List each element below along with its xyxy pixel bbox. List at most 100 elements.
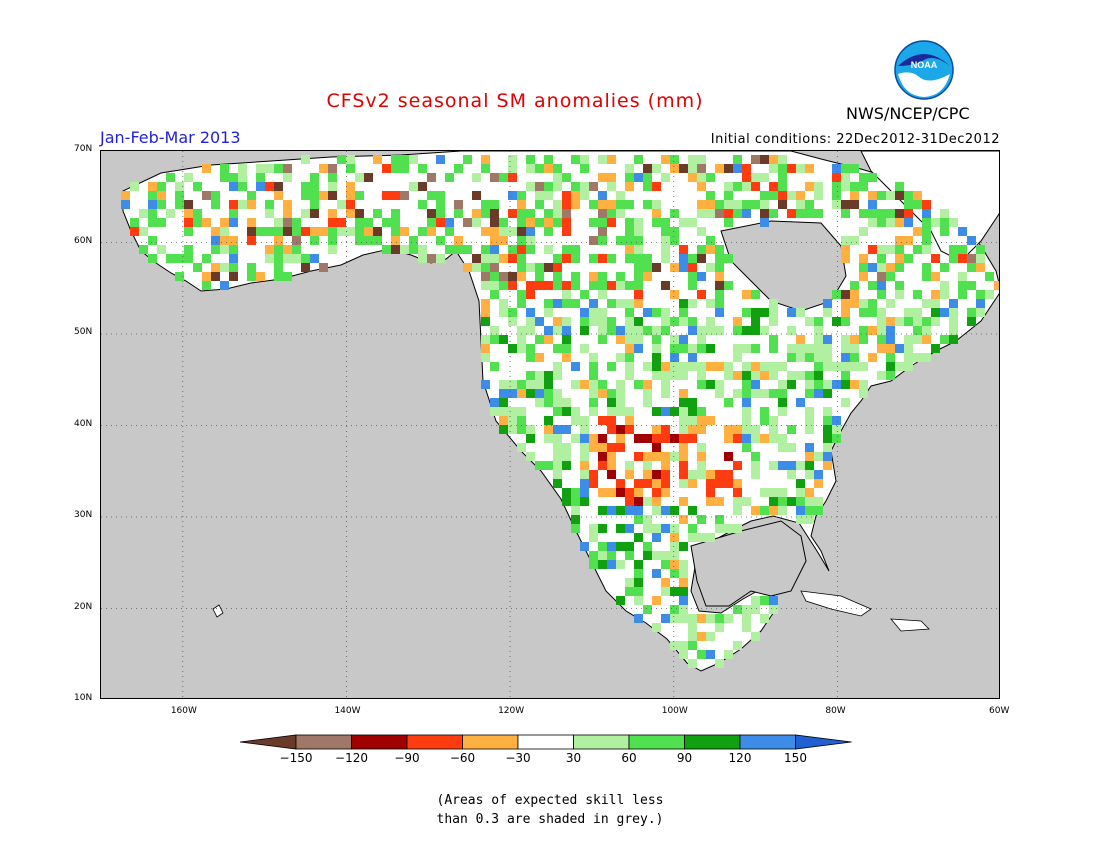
anomaly-cell [274, 164, 283, 173]
anomaly-cell [715, 470, 724, 479]
anomaly-cell [580, 326, 589, 335]
anomaly-cell [562, 218, 571, 227]
anomaly-cell [571, 407, 580, 416]
anomaly-cell [229, 218, 238, 227]
anomaly-cell [949, 317, 958, 326]
anomaly-cell [778, 434, 787, 443]
anomaly-cell [760, 218, 769, 227]
anomaly-cell [607, 155, 616, 164]
anomaly-cell [868, 308, 877, 317]
anomaly-cell [544, 308, 553, 317]
anomaly-cell [652, 470, 661, 479]
anomaly-cell [292, 236, 301, 245]
anomaly-cell [742, 407, 751, 416]
anomaly-cell [166, 209, 175, 218]
anomaly-cell [157, 245, 166, 254]
anomaly-cell [922, 353, 931, 362]
anomaly-cell [418, 245, 427, 254]
anomaly-cell [670, 227, 679, 236]
anomaly-cell [220, 236, 229, 245]
anomaly-cell [175, 200, 184, 209]
skill-note-line-2: than 0.3 are shaded in grey.) [436, 812, 664, 827]
anomaly-cell [805, 443, 814, 452]
anomaly-cell [670, 209, 679, 218]
anomaly-cell [364, 173, 373, 182]
anomaly-cell [706, 614, 715, 623]
anomaly-cell [679, 578, 688, 587]
anomaly-cell [418, 182, 427, 191]
anomaly-cell [472, 254, 481, 263]
anomaly-cell [949, 254, 958, 263]
anomaly-cell [211, 263, 220, 272]
anomaly-cell [598, 209, 607, 218]
anomaly-cell [949, 218, 958, 227]
anomaly-cell [706, 173, 715, 182]
anomaly-cell [706, 263, 715, 272]
anomaly-cell [661, 173, 670, 182]
anomaly-cell [643, 515, 652, 524]
anomaly-cell [562, 497, 571, 506]
anomaly-cell [688, 425, 697, 434]
anomaly-cell [697, 209, 706, 218]
anomaly-cell [544, 461, 553, 470]
anomaly-cell [661, 587, 670, 596]
anomaly-cell [769, 335, 778, 344]
anomaly-cell [553, 200, 562, 209]
anomaly-cell [994, 281, 999, 290]
anomaly-cell [310, 191, 319, 200]
anomaly-cell [751, 452, 760, 461]
anomaly-cell [391, 155, 400, 164]
anomaly-cell [742, 389, 751, 398]
anomaly-cell [679, 479, 688, 488]
anomaly-cell [607, 407, 616, 416]
anomaly-cell [751, 425, 760, 434]
anomaly-cell [670, 542, 679, 551]
anomaly-cell [868, 200, 877, 209]
anomaly-cell [481, 335, 490, 344]
anomaly-cell [931, 308, 940, 317]
anomaly-cell [436, 218, 445, 227]
anomaly-cell [535, 353, 544, 362]
anomaly-cell [895, 281, 904, 290]
anomaly-cell [697, 533, 706, 542]
anomaly-cell [220, 218, 229, 227]
anomaly-cell [184, 245, 193, 254]
anomaly-cell [625, 344, 634, 353]
anomaly-cell [958, 227, 967, 236]
colorbar-tick-label: −60 [449, 751, 476, 765]
anomaly-cell [526, 218, 535, 227]
anomaly-cell [832, 416, 841, 425]
anomaly-cell [580, 308, 589, 317]
anomaly-cell [238, 182, 247, 191]
anomaly-cell [787, 443, 796, 452]
anomaly-cell [652, 443, 661, 452]
anomaly-cell [634, 488, 643, 497]
anomaly-cell [769, 596, 778, 605]
anomaly-cell [580, 290, 589, 299]
anomaly-cell [688, 164, 697, 173]
anomaly-cell [769, 506, 778, 515]
anomaly-cell [796, 209, 805, 218]
anomaly-cell [454, 236, 463, 245]
anomaly-cell [634, 596, 643, 605]
anomaly-cell [931, 290, 940, 299]
anomaly-cell [688, 362, 697, 371]
anomaly-cell [598, 200, 607, 209]
anomaly-cell [814, 380, 823, 389]
anomaly-cell [211, 227, 220, 236]
anomaly-cell [769, 308, 778, 317]
anomaly-cell [904, 353, 913, 362]
anomaly-cell [229, 236, 238, 245]
anomaly-cell [553, 263, 562, 272]
anomaly-cell [922, 335, 931, 344]
anomaly-cell [616, 506, 625, 515]
org-label: NWS/NCEP/CPC [846, 104, 970, 123]
anomaly-cell [652, 425, 661, 434]
anomaly-cell [769, 317, 778, 326]
anomaly-cell [643, 479, 652, 488]
anomaly-cell [742, 398, 751, 407]
anomaly-cell [580, 344, 589, 353]
colorbar-tick-label: −120 [335, 751, 368, 765]
anomaly-cell [895, 209, 904, 218]
anomaly-cell [400, 164, 409, 173]
